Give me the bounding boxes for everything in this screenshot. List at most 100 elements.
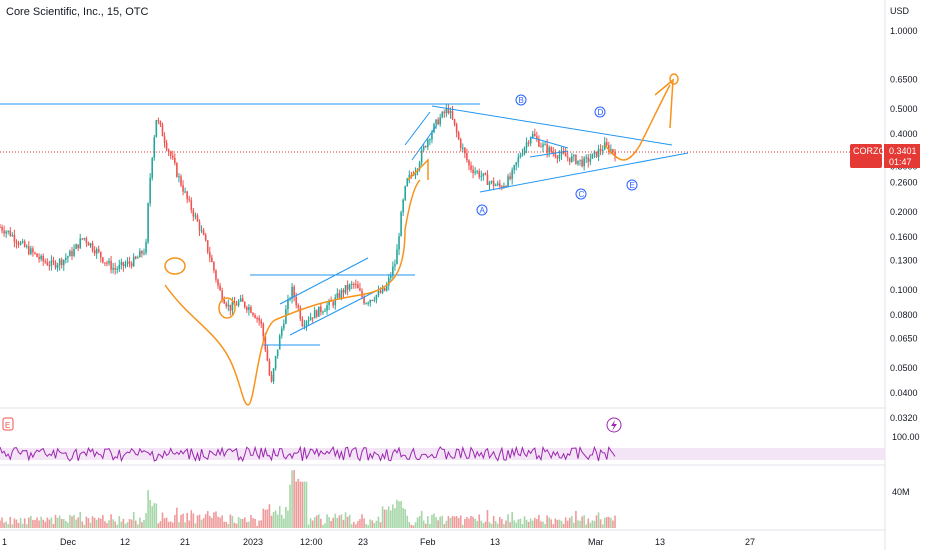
candle-body (361, 290, 363, 298)
candle-body (52, 260, 55, 263)
candle-body (75, 244, 77, 249)
volume-bar (299, 481, 302, 528)
candle-body (373, 299, 376, 301)
volume-bar (326, 514, 328, 528)
volume-bar (93, 517, 96, 528)
volume-bar (414, 522, 417, 528)
volume-bar (171, 522, 174, 528)
volume-bar (297, 478, 300, 528)
volume-bar (163, 518, 166, 528)
candle-body (377, 290, 380, 295)
volume-bar (307, 524, 310, 528)
volume-bar (509, 522, 511, 528)
volume-bar (0, 520, 1, 528)
candle-body (272, 368, 275, 382)
volume-bar (348, 514, 351, 528)
candle-body (589, 158, 592, 162)
candle-body (332, 301, 335, 306)
triangle-upper-line[interactable] (431, 105, 673, 146)
candle-body (566, 156, 569, 158)
candle-body (134, 256, 137, 259)
candle-body (552, 151, 555, 154)
candle-body (274, 356, 277, 369)
candle-body (324, 310, 326, 312)
candle-body (521, 153, 524, 156)
volume-bar (9, 516, 12, 528)
volume-bar (56, 517, 59, 528)
candle-body (447, 108, 450, 114)
orange-projection-curve[interactable] (604, 84, 671, 161)
lightning-glyph (611, 420, 617, 431)
flag-line-1[interactable] (404, 111, 431, 146)
candle-body (42, 255, 44, 262)
wave-label-circle[interactable] (626, 179, 638, 191)
volume-bar (437, 520, 439, 528)
volume-bar (420, 510, 423, 528)
volume-bar (513, 520, 516, 528)
volume-bar (470, 515, 472, 528)
orange-swing-curve[interactable] (164, 179, 421, 406)
candle-body (309, 317, 312, 321)
candle-body (17, 243, 20, 245)
orange-arrow-up-2[interactable] (654, 78, 674, 129)
volume-bar (468, 518, 470, 528)
volume-bar (196, 515, 199, 528)
candle-body (145, 242, 147, 253)
channel-rising-lower[interactable] (289, 289, 379, 336)
candle-body (9, 230, 12, 236)
orange-target-circle[interactable] (669, 73, 679, 85)
candle-body (474, 171, 476, 173)
candle-body (206, 240, 209, 253)
candle-body (46, 262, 49, 266)
candle-body (427, 139, 429, 147)
volume-bar (73, 514, 75, 528)
wave-label-circle[interactable] (476, 204, 488, 216)
volume-bar (344, 512, 347, 528)
wave-label-circle[interactable] (594, 106, 606, 118)
candle-body (494, 184, 497, 186)
flag-line-2[interactable] (411, 124, 438, 161)
y-tick-label: 0.5000 (890, 104, 918, 114)
candle-body (558, 154, 561, 159)
candle-body (408, 174, 411, 179)
candle-body (196, 215, 199, 222)
y-tick-label: 0.0800 (890, 310, 918, 320)
candle-body (581, 159, 583, 167)
candle-body (180, 176, 182, 186)
wave-label-circle[interactable] (515, 94, 527, 106)
volume-bar (579, 520, 581, 528)
pennant-line-1[interactable] (529, 136, 569, 149)
x-tick-label: Dec (60, 537, 77, 547)
candle-body (237, 301, 240, 306)
candle-body (19, 242, 22, 245)
volume-bar (480, 520, 483, 528)
volume-bar (385, 509, 388, 528)
volume-bar (202, 518, 205, 528)
candle-body (102, 257, 104, 263)
candle-body (285, 309, 287, 324)
volume-bar (488, 522, 491, 528)
wave-label-circle[interactable] (575, 188, 587, 200)
volume-bar (350, 524, 353, 528)
volume-bar (134, 520, 137, 528)
candle-body (130, 263, 133, 267)
volume-bar (217, 516, 219, 528)
orange-circle-left[interactable] (164, 257, 186, 275)
channel-rising-upper[interactable] (279, 257, 369, 305)
panel-flag-icon[interactable] (2, 417, 14, 431)
candle-body (116, 268, 119, 270)
volume-bar (455, 516, 458, 528)
candle-body (468, 160, 470, 166)
candle-body (118, 264, 121, 269)
candle-body (147, 203, 149, 243)
volume-bar (289, 484, 291, 528)
orange-arrow-up-1[interactable] (407, 158, 429, 181)
volume-bar (443, 524, 446, 528)
volume-bar (254, 518, 256, 528)
candle-body (149, 177, 151, 204)
candle-body (344, 285, 347, 293)
orange-circle-mid[interactable] (218, 297, 236, 319)
candle-body (171, 155, 174, 158)
triangle-lower-line[interactable] (479, 152, 689, 193)
